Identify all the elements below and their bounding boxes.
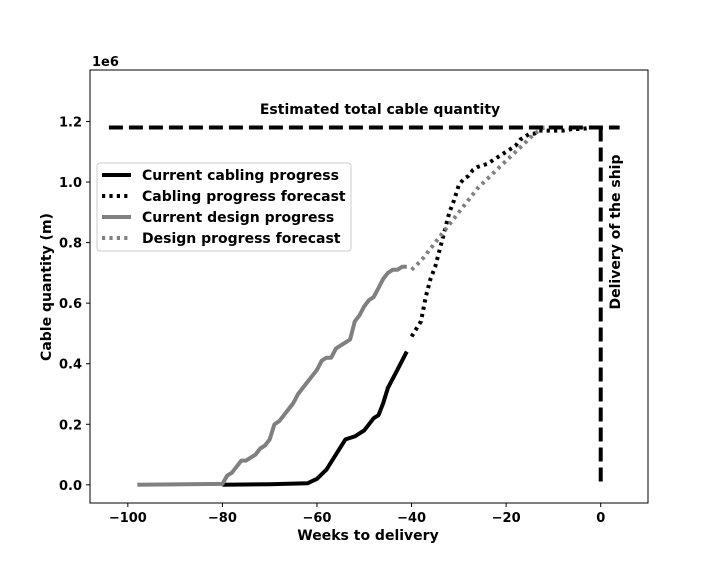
plot-frame bbox=[89, 69, 649, 504]
delivery-label: Delivery of the ship bbox=[608, 155, 624, 310]
x-tick-label: −20 bbox=[492, 511, 521, 526]
y-tick-label: 1.0 bbox=[59, 176, 82, 191]
y-tick-label: 0.4 bbox=[59, 358, 82, 373]
series-line-current-design-progress bbox=[137, 264, 407, 487]
y-tick-label: 1.2 bbox=[59, 115, 82, 130]
y-tick-label: 0.6 bbox=[59, 297, 82, 312]
series-line-current-cabling-progress bbox=[222, 350, 409, 487]
legend: Current cabling progress Cabling progress… bbox=[96, 162, 352, 252]
y-tick-label: 0.2 bbox=[59, 418, 82, 433]
x-tick-label: −60 bbox=[302, 511, 331, 526]
y-axis-label: Cable quantity (m) bbox=[39, 213, 55, 361]
legend-box bbox=[96, 162, 352, 252]
series-line-cabling-progress-forecast bbox=[409, 125, 601, 338]
x-tick-label: −80 bbox=[208, 511, 237, 526]
reference-lines-layer bbox=[108, 125, 620, 485]
y-tick-label: 0.8 bbox=[59, 237, 82, 252]
legend-entry-label: Cabling progress forecast bbox=[142, 189, 346, 205]
labels-layer: Weeks to delivery Cable quantity (m) 1e6… bbox=[39, 55, 624, 544]
x-tick-label: 0 bbox=[596, 511, 605, 526]
estimated-total-label: Estimated total cable quantity bbox=[260, 102, 500, 118]
legend-entry-label: Design progress forecast bbox=[142, 231, 341, 247]
x-axis-label: Weeks to delivery bbox=[297, 528, 438, 544]
y-tick-label: 0.0 bbox=[59, 479, 82, 494]
x-tick-label: −100 bbox=[109, 511, 147, 526]
legend-entry-label: Current design progress bbox=[142, 210, 334, 226]
legend-entry-label: Current cabling progress bbox=[142, 168, 339, 184]
series-line-design-progress-forecast bbox=[410, 125, 554, 272]
axes-layer: −100 −80 −60 −40 −20 0 0.0 0.2 0.4 0.6 0.8 1.0 1.2 bbox=[59, 69, 649, 526]
y-axis-offset-text: 1e6 bbox=[92, 55, 119, 70]
series-layer bbox=[137, 125, 601, 487]
x-tick-label: −40 bbox=[397, 511, 426, 526]
